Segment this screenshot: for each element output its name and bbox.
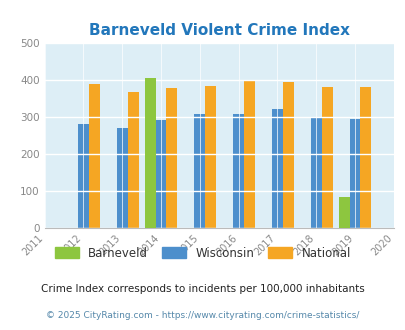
Bar — [117, 127, 127, 228]
Bar — [243, 81, 254, 228]
Title: Barneveld Violent Crime Index: Barneveld Violent Crime Index — [89, 22, 349, 38]
Bar — [145, 78, 155, 228]
Legend: Barneveld, Wisconsin, National: Barneveld, Wisconsin, National — [50, 242, 355, 264]
Bar — [321, 87, 332, 228]
Bar — [349, 119, 360, 228]
Bar — [166, 88, 177, 228]
Bar — [194, 114, 205, 228]
Bar — [271, 110, 282, 228]
Bar — [282, 82, 293, 228]
Bar — [127, 92, 138, 228]
Bar — [155, 120, 166, 228]
Text: Crime Index corresponds to incidents per 100,000 inhabitants: Crime Index corresponds to incidents per… — [41, 284, 364, 294]
Bar — [232, 114, 243, 228]
Bar — [310, 117, 321, 228]
Bar — [78, 124, 89, 228]
Text: © 2025 CityRating.com - https://www.cityrating.com/crime-statistics/: © 2025 CityRating.com - https://www.city… — [46, 312, 359, 320]
Bar — [360, 87, 371, 228]
Bar — [89, 84, 100, 228]
Bar — [205, 86, 215, 228]
Bar — [338, 197, 349, 228]
